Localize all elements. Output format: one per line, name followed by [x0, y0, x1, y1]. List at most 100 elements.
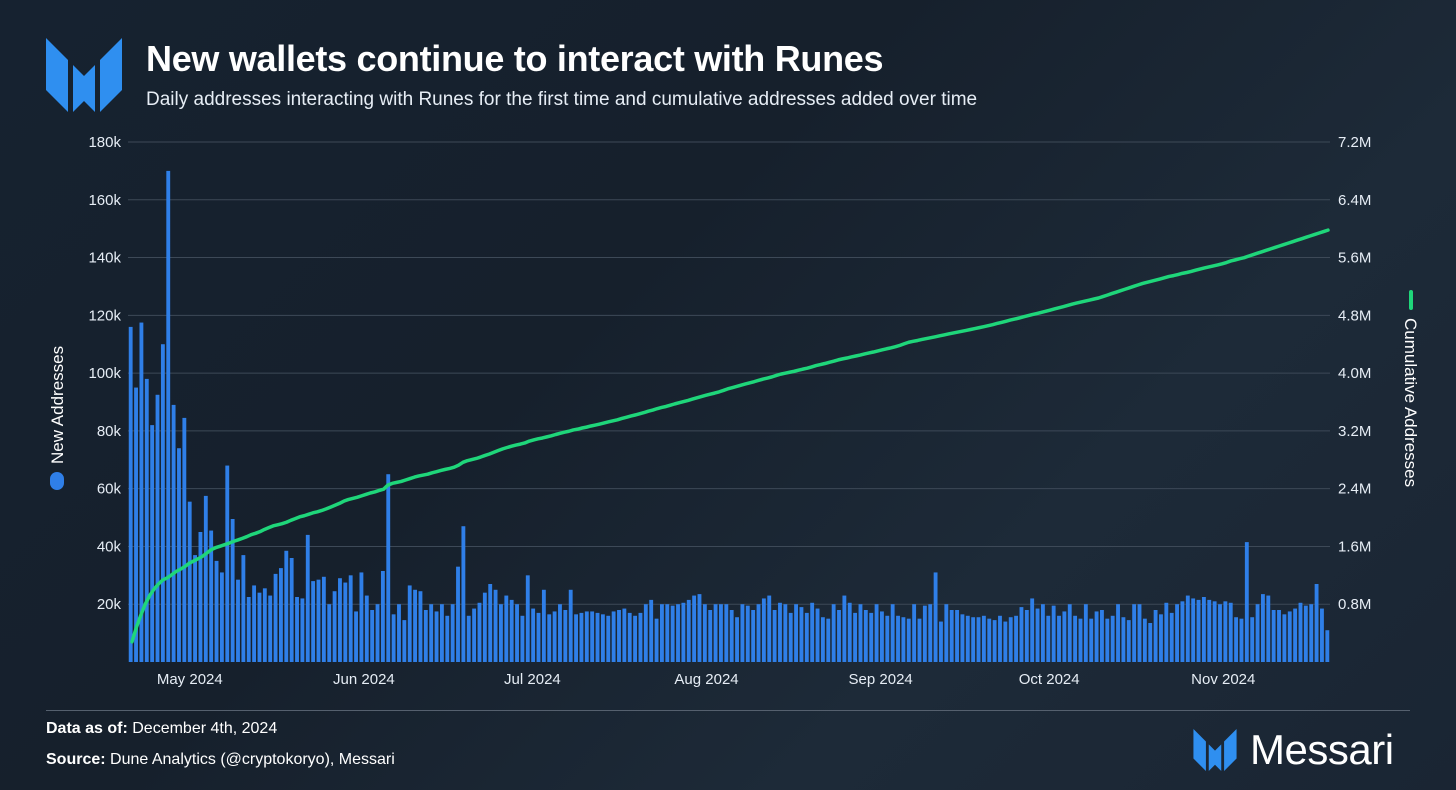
bar: [171, 404, 176, 662]
bar: [1250, 617, 1255, 662]
y-right-tick-label: 5.6M: [1338, 250, 1371, 267]
bar: [311, 581, 316, 662]
bar: [987, 618, 992, 662]
bar: [880, 611, 884, 662]
footer-divider: [46, 710, 1410, 711]
bar: [831, 604, 836, 662]
bar: [541, 589, 546, 662]
bar: [1051, 605, 1056, 662]
bar: [906, 618, 911, 662]
cumulative-line: [130, 228, 1330, 644]
bar: [874, 604, 879, 662]
x-tick-label: Jul 2024: [504, 671, 561, 688]
bar: [1046, 615, 1051, 662]
source-value: Dune Analytics (@cryptokoryo), Messari: [110, 751, 395, 768]
bar: [976, 617, 981, 662]
y-left-tick-label: 40k: [97, 538, 122, 555]
bar: [1207, 599, 1212, 662]
bar: [649, 599, 654, 662]
bar: [316, 579, 321, 662]
bar: [236, 579, 240, 662]
bar: [1062, 611, 1067, 662]
left-axis-ticks: 20k 40k 60k 80k 100k 120k 140k 160k 180k: [88, 134, 121, 613]
bar: [402, 620, 407, 662]
bar: [1105, 618, 1110, 662]
bar: [456, 566, 460, 662]
bar: [434, 611, 439, 662]
source-label: Source:: [46, 751, 106, 768]
bar: [1153, 610, 1158, 662]
bar: [214, 560, 219, 662]
bar: [1159, 614, 1163, 662]
bar: [1094, 611, 1099, 662]
bar: [1244, 542, 1249, 662]
bar: [354, 611, 358, 662]
bar: [617, 610, 621, 662]
bar: [1089, 618, 1094, 662]
y-right-tick-label: 2.4M: [1338, 481, 1371, 498]
bar: [670, 605, 675, 662]
bar: [1164, 602, 1169, 662]
bar: [1287, 611, 1292, 662]
bar: [552, 611, 557, 662]
bar: [520, 615, 525, 662]
bar: [922, 605, 927, 662]
bar: [783, 604, 788, 662]
bar: [1073, 615, 1078, 662]
bar: [1057, 615, 1061, 662]
bar: [1003, 621, 1008, 662]
bar: [858, 604, 863, 662]
bar: [370, 610, 375, 662]
y-right-tick-label: 4.0M: [1338, 365, 1371, 382]
bar: [391, 614, 396, 662]
bar: [327, 604, 332, 662]
bar: [1078, 618, 1083, 662]
bar: [364, 595, 369, 662]
bar: [547, 614, 552, 662]
bar: [815, 608, 820, 662]
x-tick-label: Sep 2024: [849, 671, 913, 688]
bar: [590, 611, 595, 662]
bar: [1260, 594, 1265, 662]
bar: [842, 595, 847, 662]
bar: [558, 604, 562, 662]
bar: [1024, 610, 1029, 662]
bar: [155, 394, 160, 662]
chart-subtitle: Daily addresses interacting with Runes f…: [146, 89, 978, 110]
bar: [965, 615, 970, 662]
bar: [450, 604, 455, 662]
bar: [767, 595, 772, 662]
bar: [193, 555, 197, 662]
bar: [1277, 610, 1281, 662]
bar: [1239, 618, 1244, 662]
y-left-tick-label: 160k: [88, 192, 121, 209]
bar: [461, 526, 466, 662]
bar: [654, 618, 659, 662]
bar: [804, 612, 809, 662]
bar: [1126, 620, 1131, 662]
x-tick-label: May 2024: [157, 671, 223, 688]
bar: [1121, 617, 1126, 662]
bar: [810, 602, 815, 662]
y-left-tick-label: 100k: [88, 365, 121, 382]
bar: [488, 584, 493, 662]
bar: [633, 615, 638, 662]
bar: [295, 597, 299, 662]
bar: [257, 592, 262, 662]
bar: [160, 344, 165, 662]
bar: [939, 621, 943, 662]
bar: [761, 598, 766, 662]
bar: [713, 604, 718, 662]
bar: [574, 614, 578, 662]
bar: [847, 602, 852, 662]
bar: [413, 589, 418, 662]
bar: [321, 576, 326, 662]
y-left-tick-label: 60k: [97, 481, 122, 498]
bar: [1185, 595, 1190, 662]
bar: [343, 582, 348, 662]
bar: [139, 322, 144, 662]
bar: [697, 594, 702, 662]
bar: [209, 530, 214, 662]
gridlines: [128, 141, 1330, 605]
bar: [826, 618, 831, 662]
